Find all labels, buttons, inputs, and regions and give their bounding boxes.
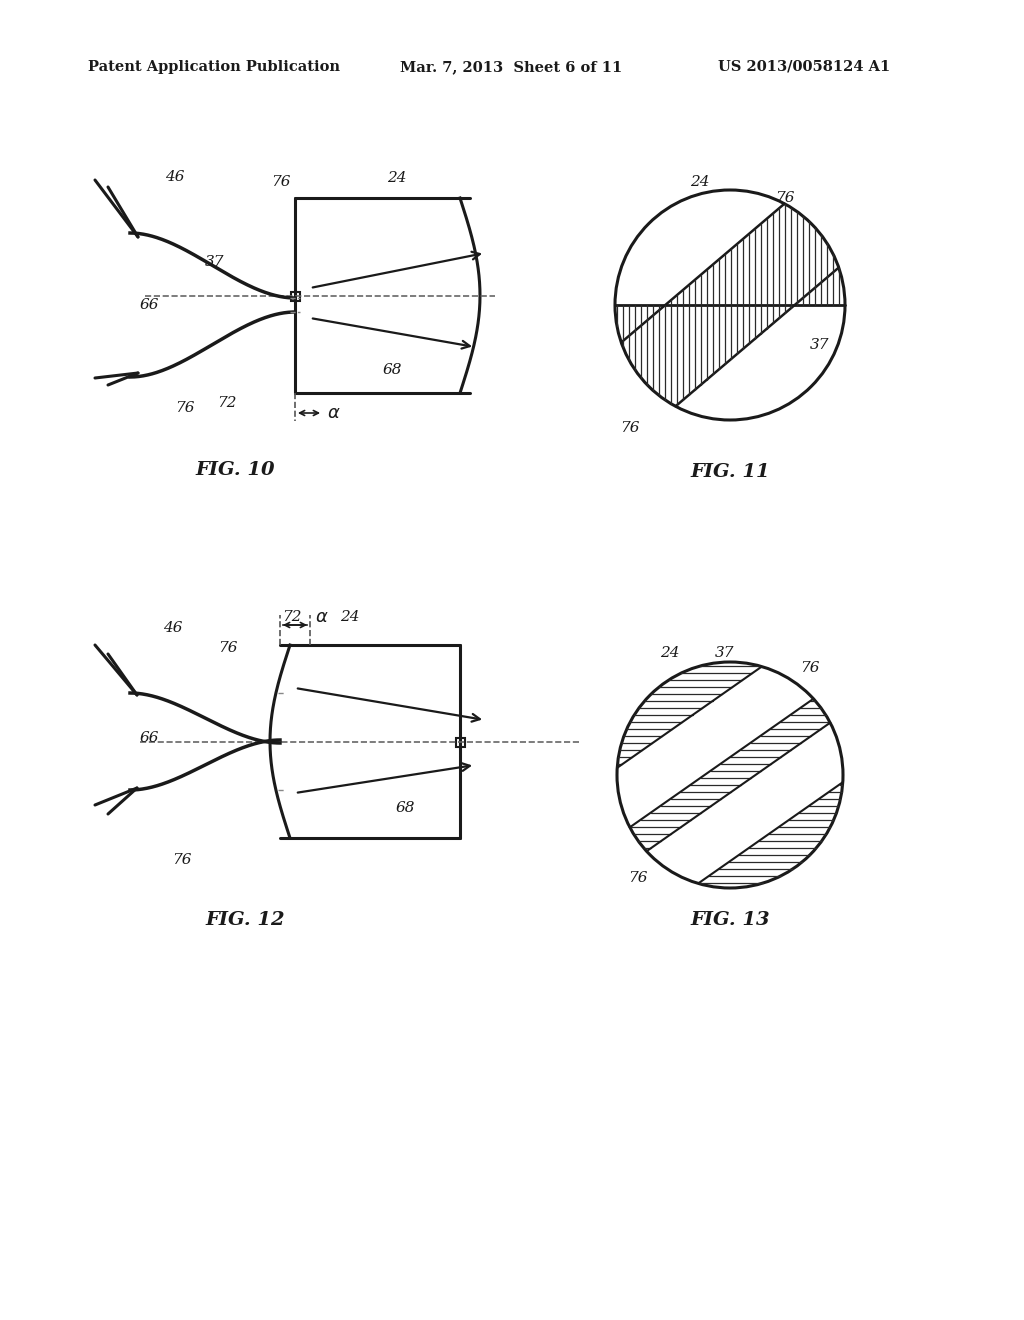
Text: 24: 24 xyxy=(690,176,710,189)
Text: US 2013/0058124 A1: US 2013/0058124 A1 xyxy=(718,59,890,74)
Text: 46: 46 xyxy=(165,170,184,183)
Text: 37: 37 xyxy=(715,645,734,660)
Text: 68: 68 xyxy=(396,801,416,814)
Text: 72: 72 xyxy=(282,610,301,624)
Text: 68: 68 xyxy=(383,363,402,378)
Text: 24: 24 xyxy=(340,610,359,624)
Text: 66: 66 xyxy=(140,298,160,312)
Text: FIG. 12: FIG. 12 xyxy=(205,911,285,929)
Text: Mar. 7, 2013  Sheet 6 of 11: Mar. 7, 2013 Sheet 6 of 11 xyxy=(400,59,623,74)
Text: 24: 24 xyxy=(660,645,680,660)
Text: FIG. 13: FIG. 13 xyxy=(690,911,770,929)
Text: 37: 37 xyxy=(205,255,224,269)
Text: 46: 46 xyxy=(163,620,182,635)
Text: 24: 24 xyxy=(387,172,407,185)
Text: 76: 76 xyxy=(620,421,640,436)
Bar xyxy=(456,738,465,747)
Text: $\alpha$: $\alpha$ xyxy=(315,609,329,626)
Text: 76: 76 xyxy=(800,661,819,675)
Text: 76: 76 xyxy=(218,642,238,655)
Text: 76: 76 xyxy=(271,176,291,189)
Text: FIG. 11: FIG. 11 xyxy=(690,463,770,480)
Text: 76: 76 xyxy=(172,853,191,867)
Text: FIG. 10: FIG. 10 xyxy=(196,461,274,479)
Bar xyxy=(291,292,300,301)
Text: 76: 76 xyxy=(628,871,647,884)
Text: 76: 76 xyxy=(775,191,795,205)
Text: 66: 66 xyxy=(140,731,160,744)
Text: Patent Application Publication: Patent Application Publication xyxy=(88,59,340,74)
Text: $\alpha$: $\alpha$ xyxy=(327,404,341,422)
Text: 76: 76 xyxy=(175,401,195,414)
Text: 37: 37 xyxy=(810,338,829,352)
Text: 72: 72 xyxy=(217,396,237,411)
